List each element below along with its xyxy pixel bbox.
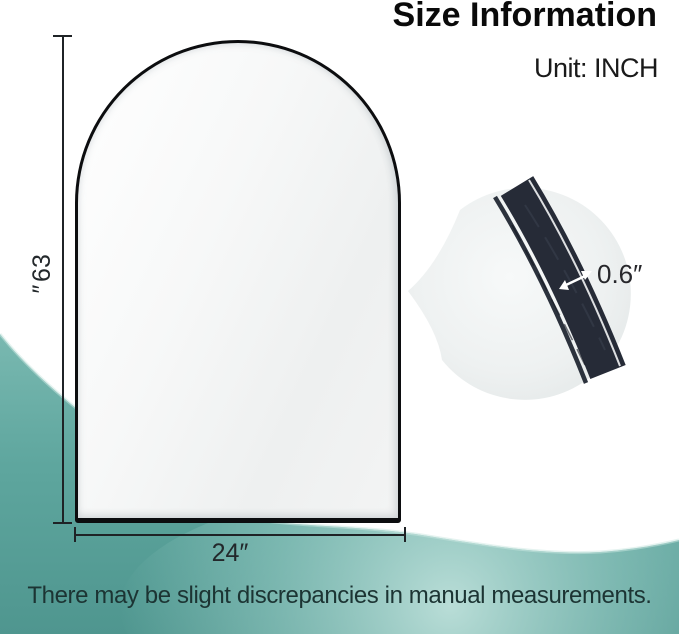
page-title: Size Information (392, 0, 657, 34)
magnifier-teardrop (408, 187, 631, 400)
width-value: 24″ (211, 539, 249, 567)
thickness-value: 0.6″ (597, 259, 643, 289)
thickness-arrow (559, 271, 592, 290)
width-dimension-line (74, 534, 405, 536)
unit-label: Unit: INCH (533, 53, 659, 83)
wood-grain-streak (524, 204, 606, 351)
band-hairline (528, 179, 621, 367)
height-dimension-tick-top (53, 35, 72, 37)
arched-mirror-graphic (75, 40, 401, 523)
thickness-callout (408, 176, 631, 400)
frame-band (500, 176, 626, 379)
width-dimension-tick-left (74, 527, 76, 542)
height-value: 3 6 ″ (28, 254, 56, 294)
height-dimension-line (62, 36, 64, 523)
width-dimension-tick-right (404, 527, 406, 542)
disclaimer-text: There may be slight discrepancies in man… (27, 582, 652, 609)
height-dimension-tick-bottom (53, 522, 72, 524)
glass-edge-line (493, 195, 589, 384)
